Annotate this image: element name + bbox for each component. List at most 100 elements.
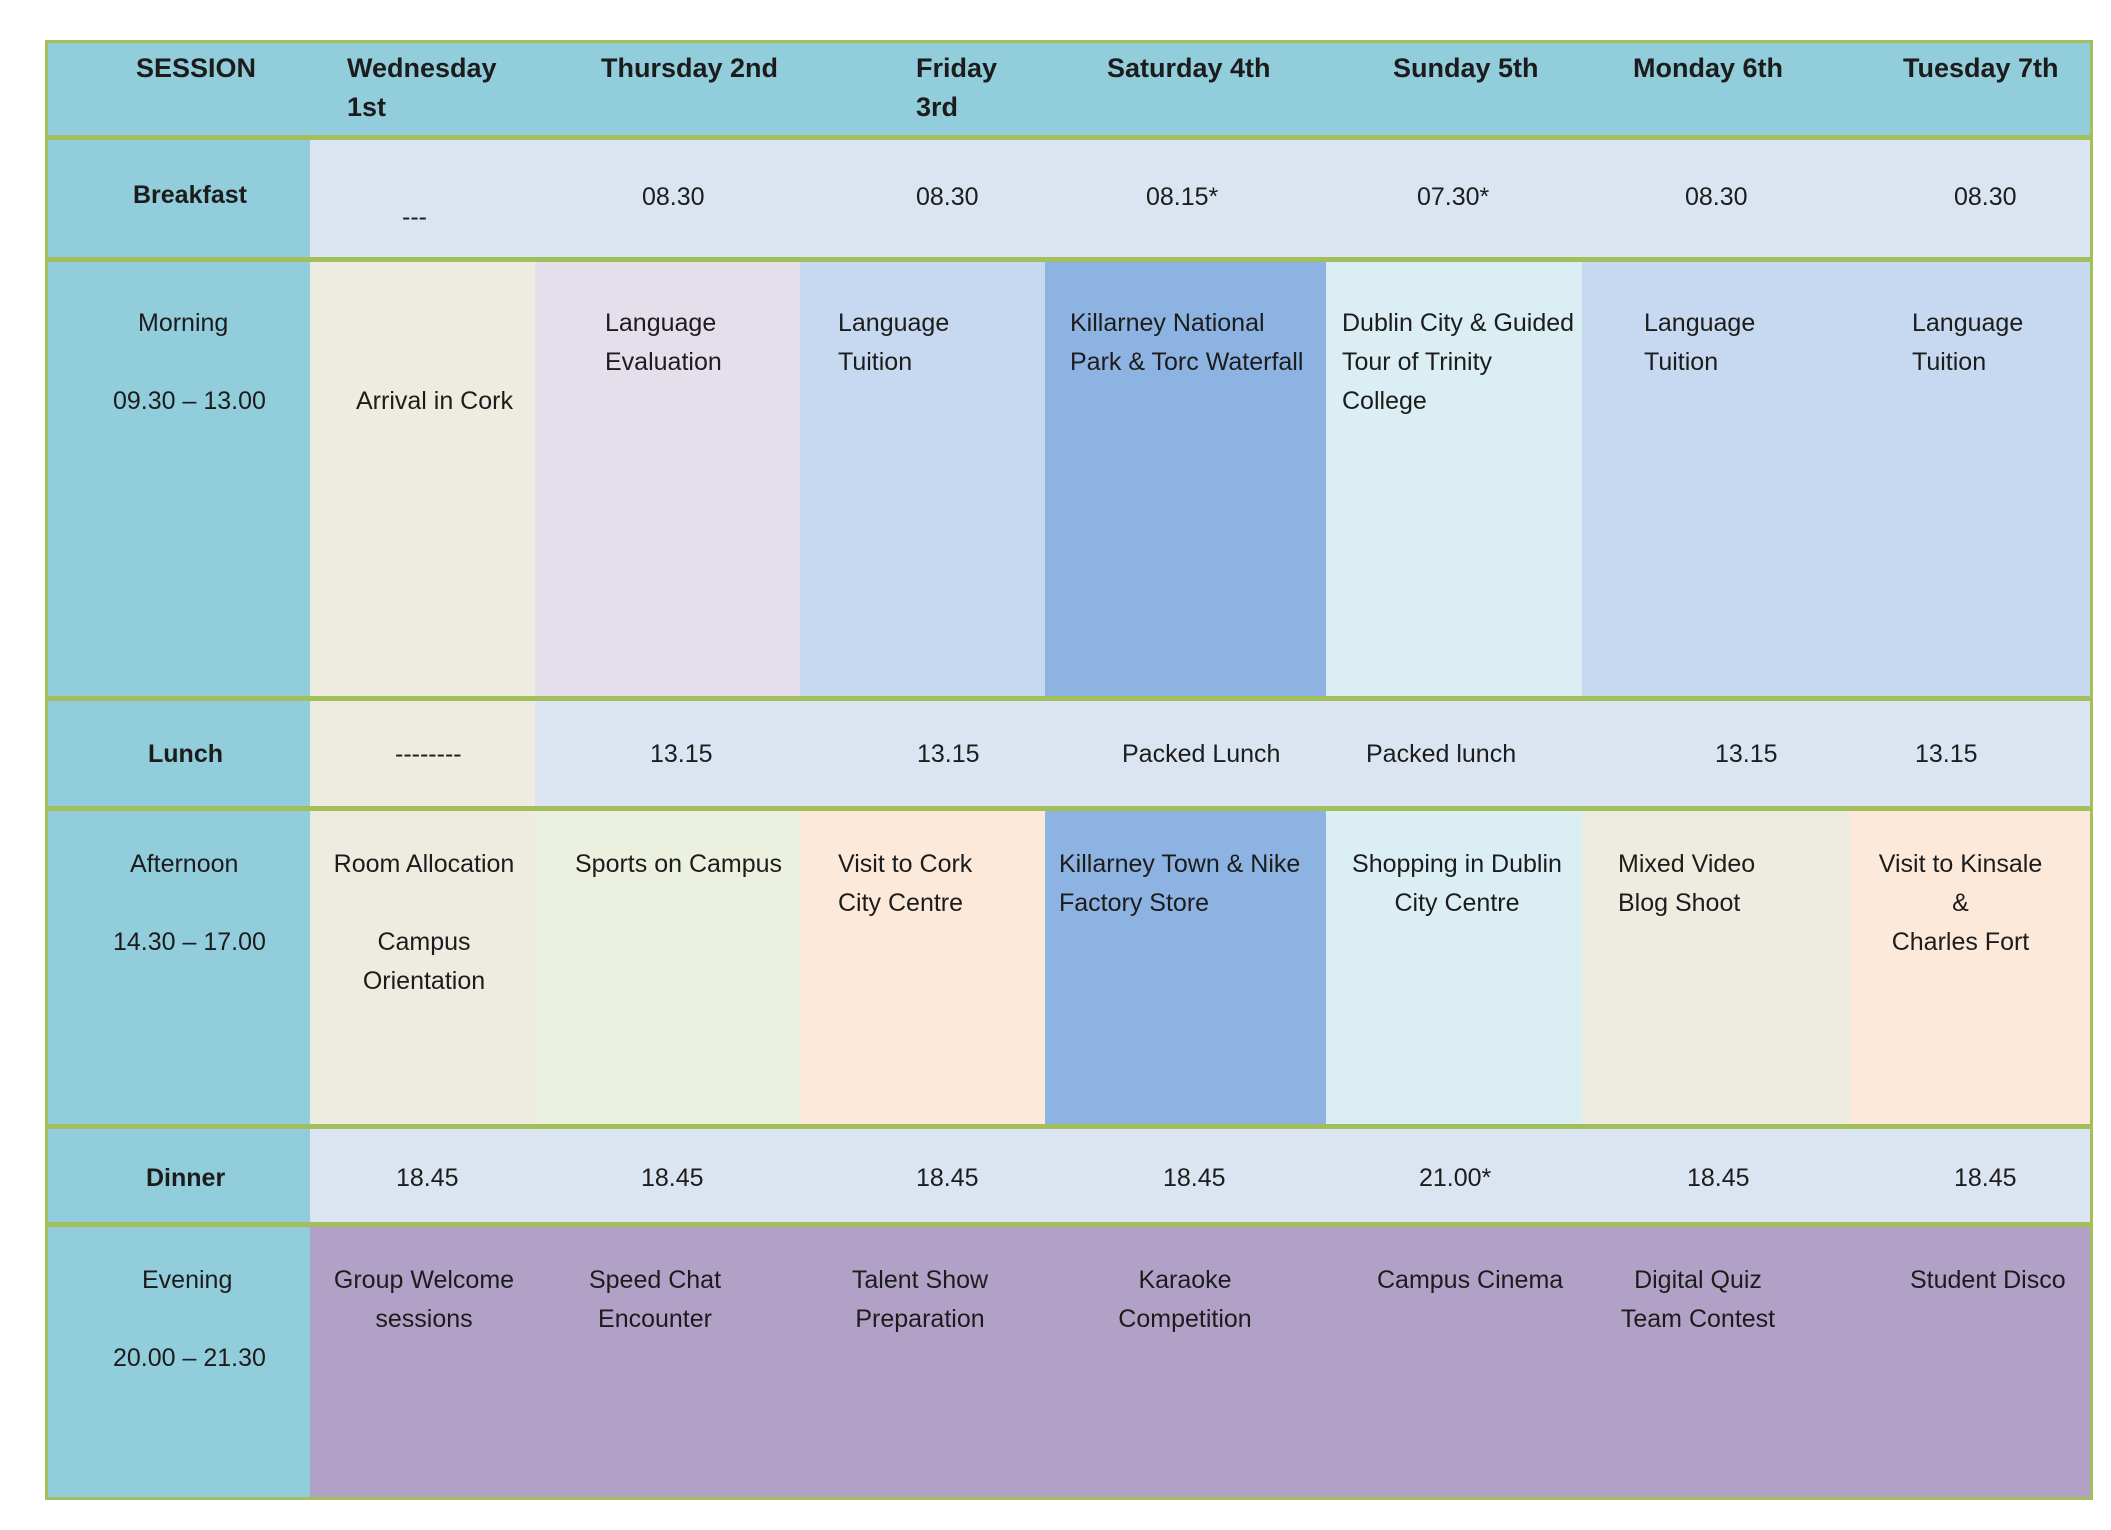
evening-label: Evening: [142, 1266, 233, 1294]
lunch-cell: --------: [310, 701, 535, 806]
morning-activity: Language Evaluation: [605, 309, 722, 376]
lunch-time: 13.15: [1715, 740, 1778, 768]
lunch-cell: 13.15: [800, 701, 1045, 806]
dinner-time: 18.45: [1163, 1164, 1226, 1192]
breakfast-row: Breakfast --- 08.30 08.30 08.15* 07.30* …: [48, 135, 2090, 257]
evening-activity-cell: Talent Show Preparation: [800, 1227, 1045, 1497]
morning-activity-cell: Language Tuition: [1582, 262, 1850, 696]
header-day-label: Monday 6th: [1633, 53, 1784, 83]
afternoon-activity-cell: Room Allocation Campus Orientation: [310, 811, 535, 1124]
evening-activity-cell: Campus Cinema: [1326, 1227, 1582, 1497]
lunch-label: Lunch: [148, 740, 223, 768]
dinner-time: 18.45: [641, 1164, 704, 1192]
header-day-label: Friday 3rd: [916, 53, 998, 122]
breakfast-label-cell: Breakfast: [48, 140, 310, 257]
morning-activity: Language Tuition: [838, 309, 950, 376]
afternoon-activity-cell: Shopping in Dublin City Centre: [1326, 811, 1582, 1124]
breakfast-time: 08.30: [1685, 183, 1748, 211]
evening-activity: Talent Show Preparation: [851, 1266, 989, 1333]
afternoon-activity: Sports on Campus: [575, 850, 783, 878]
afternoon-activity: Mixed Video Blog Shoot: [1618, 850, 1756, 917]
dinner-cell: 18.45: [800, 1129, 1045, 1222]
lunch-cell: 13.15: [1850, 701, 2090, 806]
lunch-cell: Packed lunch: [1326, 701, 1582, 806]
lunch-time: Packed lunch: [1366, 740, 1517, 768]
lunch-row: Lunch -------- 13.15 13.15 Packed Lunch …: [48, 696, 2090, 806]
lunch-time: 13.15: [650, 740, 713, 768]
afternoon-time: 14.30 – 17.00: [113, 928, 266, 956]
breakfast-label: Breakfast: [133, 181, 247, 209]
header-day-wednesday: Wednesday 1st: [310, 43, 535, 135]
lunch-time: 13.15: [917, 740, 980, 768]
lunch-label-cell: Lunch: [48, 701, 310, 806]
evening-activity-cell: Karaoke Competition: [1045, 1227, 1326, 1497]
dinner-time: 18.45: [916, 1164, 979, 1192]
header-row: SESSION Wednesday 1st Thursday 2nd Frida…: [48, 43, 2090, 135]
evening-activity: Karaoke Competition: [1118, 1266, 1252, 1333]
header-day-label: Tuesday 7th: [1903, 53, 2059, 83]
breakfast-cell: 08.30: [1850, 140, 2090, 257]
evening-activity-cell: Speed Chat Encounter: [535, 1227, 800, 1497]
dinner-cell: 18.45: [535, 1129, 800, 1222]
afternoon-activity-cell: Visit to Kinsale & Charles Fort: [1850, 811, 2090, 1124]
header-day-thursday: Thursday 2nd: [535, 43, 800, 135]
breakfast-time: 07.30*: [1417, 183, 1490, 211]
header-session-label: SESSION: [136, 53, 257, 83]
schedule-table: SESSION Wednesday 1st Thursday 2nd Frida…: [45, 40, 2093, 1500]
breakfast-time: 08.30: [1954, 183, 2017, 211]
lunch-cell: Packed Lunch: [1045, 701, 1326, 806]
dinner-label-cell: Dinner: [48, 1129, 310, 1222]
dinner-cell: 18.45: [1582, 1129, 1850, 1222]
evening-row: Evening 20.00 – 21.30 Group Welcome sess…: [48, 1222, 2090, 1497]
header-day-sunday: Sunday 5th: [1326, 43, 1582, 135]
morning-row: Morning 09.30 – 13.00 Arrival in Cork La…: [48, 257, 2090, 696]
morning-activity: Language Tuition: [1644, 309, 1756, 376]
morning-activity: Killarney National Park & Torc Waterfall: [1070, 309, 1304, 376]
breakfast-time: 08.30: [642, 183, 705, 211]
afternoon-activity-cell: Visit to Cork City Centre: [800, 811, 1045, 1124]
dinner-cell: 18.45: [1045, 1129, 1326, 1222]
dinner-row: Dinner 18.45 18.45 18.45 18.45 21.00* 18…: [48, 1124, 2090, 1222]
afternoon-activity: Shopping in Dublin City Centre: [1352, 850, 1562, 917]
afternoon-activity: Visit to Kinsale & Charles Fort: [1878, 850, 2043, 956]
afternoon-activity-cell: Mixed Video Blog Shoot: [1582, 811, 1850, 1124]
header-day-monday: Monday 6th: [1582, 43, 1850, 135]
breakfast-time: 08.15*: [1146, 183, 1219, 211]
evening-label-cell: Evening 20.00 – 21.30: [48, 1227, 310, 1497]
header-day-friday: Friday 3rd: [800, 43, 1045, 135]
evening-activity: Digital Quiz Team Contest: [1620, 1266, 1776, 1333]
dinner-time: 18.45: [1954, 1164, 2017, 1192]
afternoon-activity: Room Allocation Campus Orientation: [333, 850, 515, 995]
evening-activity: Speed Chat Encounter: [588, 1266, 722, 1333]
morning-activity-cell: Dublin City & Guided Tour of Trinity Col…: [1326, 262, 1582, 696]
breakfast-cell: 08.30: [535, 140, 800, 257]
afternoon-row: Afternoon 14.30 – 17.00 Room Allocation …: [48, 806, 2090, 1124]
header-day-label: Sunday 5th: [1393, 53, 1539, 83]
morning-label: Morning: [138, 309, 229, 337]
morning-activity: Language Tuition: [1912, 309, 2024, 376]
morning-activity-cell: Language Evaluation: [535, 262, 800, 696]
dinner-time: 21.00*: [1419, 1164, 1492, 1192]
evening-activity-cell: Student Disco: [1850, 1227, 2090, 1497]
breakfast-cell: 07.30*: [1326, 140, 1582, 257]
dinner-cell: 21.00*: [1326, 1129, 1582, 1222]
breakfast-cell: 08.15*: [1045, 140, 1326, 257]
evening-time: 20.00 – 21.30: [113, 1344, 266, 1372]
afternoon-activity-cell: Killarney Town & Nike Factory Store: [1045, 811, 1326, 1124]
evening-activity: Campus Cinema: [1377, 1266, 1564, 1294]
dinner-cell: 18.45: [1850, 1129, 2090, 1222]
morning-activity-cell: Language Tuition: [1850, 262, 2090, 696]
morning-activity: Arrival in Cork: [356, 387, 513, 415]
afternoon-activity: Killarney Town & Nike Factory Store: [1059, 850, 1301, 917]
lunch-time: --------: [395, 740, 462, 768]
afternoon-activity-cell: Sports on Campus: [535, 811, 800, 1124]
evening-activity-cell: Group Welcome sessions: [310, 1227, 535, 1497]
breakfast-cell: 08.30: [800, 140, 1045, 257]
afternoon-label-cell: Afternoon 14.30 – 17.00: [48, 811, 310, 1124]
evening-activity-cell: Digital Quiz Team Contest: [1582, 1227, 1850, 1497]
dinner-time: 18.45: [1687, 1164, 1750, 1192]
morning-activity-cell: Killarney National Park & Torc Waterfall: [1045, 262, 1326, 696]
afternoon-activity: Visit to Cork City Centre: [838, 850, 973, 917]
header-day-label: Wednesday 1st: [347, 53, 497, 122]
header-day-label: Thursday 2nd: [601, 53, 779, 83]
